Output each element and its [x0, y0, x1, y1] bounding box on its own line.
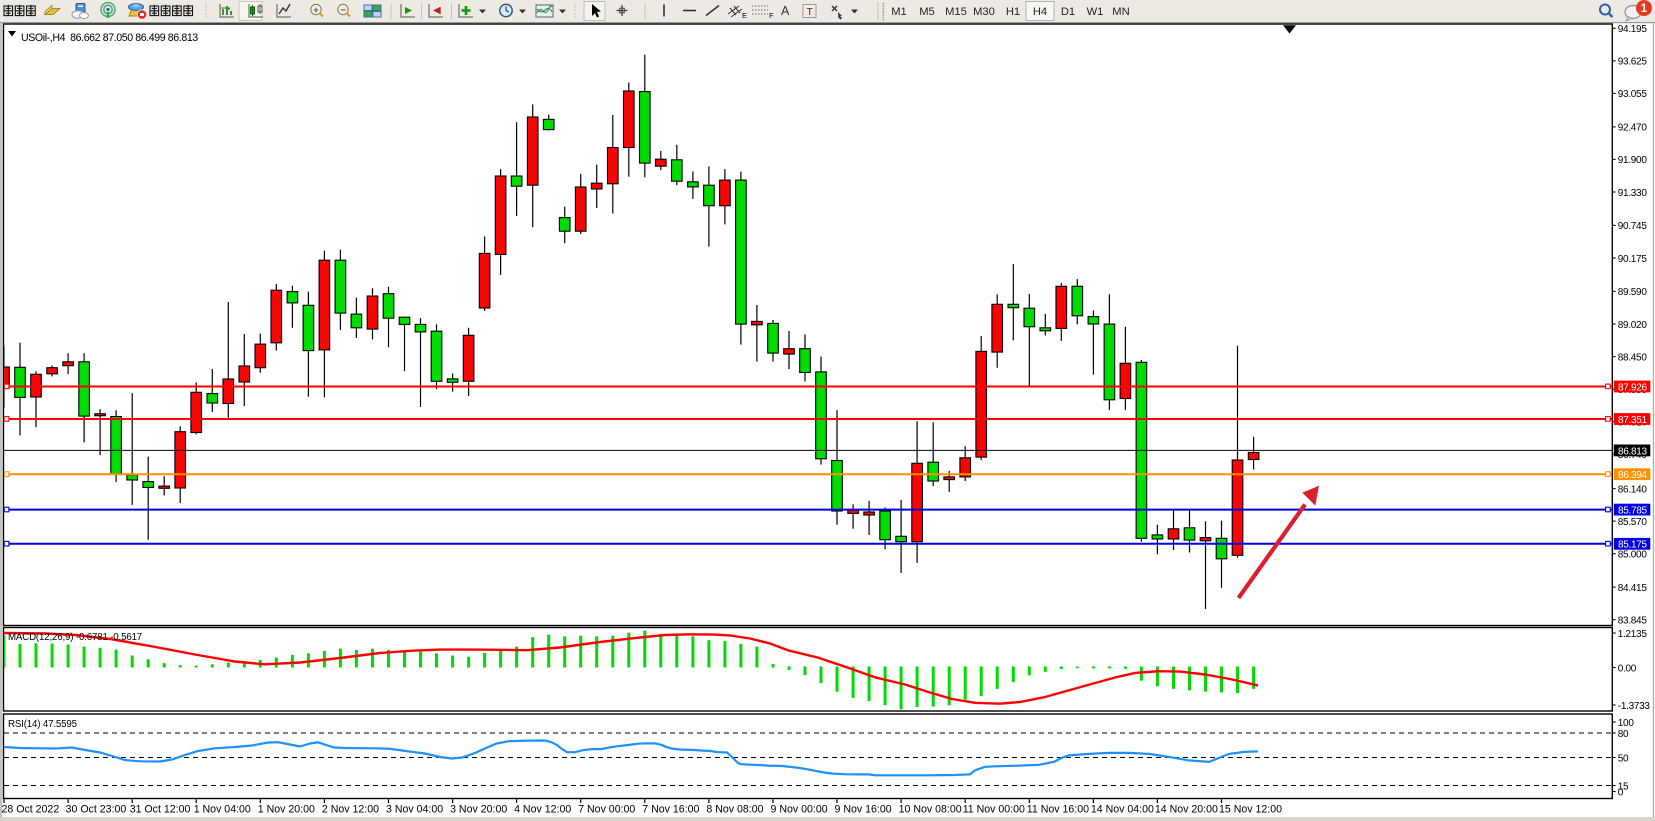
svg-text:7 Nov 16:00: 7 Nov 16:00 [642, 804, 699, 816]
svg-text:M1: M1 [891, 6, 907, 18]
svg-text:4 Nov 12:00: 4 Nov 12:00 [514, 804, 571, 816]
svg-text:D1: D1 [1061, 6, 1075, 18]
svg-text:1 Nov 20:00: 1 Nov 20:00 [258, 804, 315, 816]
svg-text:1 Nov 04:00: 1 Nov 04:00 [194, 804, 251, 816]
svg-text:F: F [769, 11, 774, 20]
svg-text:A: A [781, 4, 790, 18]
svg-text:50: 50 [1618, 753, 1629, 764]
svg-text:83.845: 83.845 [1618, 616, 1648, 627]
svg-text:90.175: 90.175 [1618, 254, 1648, 265]
svg-text:-1.3733: -1.3733 [1618, 701, 1651, 712]
svg-text:2 Nov 12:00: 2 Nov 12:00 [322, 804, 379, 816]
svg-text:7 Nov 00:00: 7 Nov 00:00 [578, 804, 635, 816]
svg-text:+: + [313, 5, 319, 16]
svg-text:94.195: 94.195 [1618, 24, 1648, 35]
svg-text:88.450: 88.450 [1618, 352, 1648, 363]
svg-text:H4: H4 [1033, 6, 1047, 18]
svg-text:0: 0 [1618, 787, 1624, 798]
svg-text:M5: M5 [919, 6, 935, 18]
svg-text:9 Nov 16:00: 9 Nov 16:00 [835, 804, 892, 816]
svg-text:28 Oct 2022: 28 Oct 2022 [2, 804, 60, 816]
svg-text:−: − [340, 5, 346, 16]
svg-text:93.055: 93.055 [1618, 89, 1648, 100]
svg-text:100: 100 [1618, 718, 1635, 729]
svg-text:8 Nov 08:00: 8 Nov 08:00 [706, 804, 763, 816]
svg-text:1.2135: 1.2135 [1618, 629, 1648, 640]
svg-text:85.175: 85.175 [1618, 540, 1648, 551]
svg-text:14 Nov 20:00: 14 Nov 20:00 [1155, 804, 1218, 816]
svg-text:92.470: 92.470 [1618, 123, 1648, 134]
svg-text:15: 15 [1618, 781, 1629, 792]
svg-text:87.351: 87.351 [1618, 415, 1648, 426]
svg-text:15 Nov 12:00: 15 Nov 12:00 [1219, 804, 1282, 816]
svg-text:86.140: 86.140 [1618, 484, 1648, 495]
svg-text:M15: M15 [945, 6, 967, 18]
svg-text:91.330: 91.330 [1618, 188, 1648, 199]
svg-text:0.00: 0.00 [1618, 663, 1637, 674]
svg-text:14 Nov 04:00: 14 Nov 04:00 [1091, 804, 1154, 816]
svg-text:11 Nov 00:00: 11 Nov 00:00 [963, 804, 1025, 816]
svg-text:85.570: 85.570 [1618, 517, 1648, 528]
svg-text:87.926: 87.926 [1618, 382, 1648, 393]
svg-text:M30: M30 [973, 6, 995, 18]
svg-text:USOil-,H4 86.662 87.050 86.49: USOil-,H4 86.662 87.050 86.499 86.813 [21, 32, 198, 44]
svg-text:86.813: 86.813 [1618, 446, 1648, 457]
svg-text:1: 1 [1641, 3, 1648, 15]
svg-text:10 Nov 08:00: 10 Nov 08:00 [899, 804, 962, 816]
svg-text:3 Nov 04:00: 3 Nov 04:00 [386, 804, 443, 816]
svg-text:T: T [807, 6, 814, 18]
svg-text:84.415: 84.415 [1618, 583, 1648, 594]
svg-text:86.394: 86.394 [1618, 470, 1648, 481]
svg-text:89.590: 89.590 [1618, 287, 1648, 298]
svg-text:85.000: 85.000 [1618, 550, 1648, 561]
svg-text:80: 80 [1618, 729, 1629, 740]
svg-text:W1: W1 [1087, 6, 1104, 18]
svg-text:11 Nov 16:00: 11 Nov 16:00 [1027, 804, 1089, 816]
svg-text:MACD(12,26,9) -0.6781 -0.5617: MACD(12,26,9) -0.6781 -0.5617 [8, 632, 142, 643]
svg-text:9 Nov 00:00: 9 Nov 00:00 [771, 804, 828, 816]
svg-text:89.020: 89.020 [1618, 320, 1648, 331]
svg-text:E: E [742, 11, 747, 20]
svg-text:93.625: 93.625 [1618, 57, 1648, 68]
svg-text:3 Nov 20:00: 3 Nov 20:00 [450, 804, 507, 816]
svg-text:85.785: 85.785 [1618, 506, 1648, 517]
svg-text:H1: H1 [1006, 6, 1020, 18]
svg-text:RSI(14) 47.5595: RSI(14) 47.5595 [8, 719, 77, 730]
svg-text:31 Oct 12:00: 31 Oct 12:00 [130, 804, 191, 816]
svg-text:91.900: 91.900 [1618, 155, 1648, 166]
svg-text:90.745: 90.745 [1618, 221, 1648, 232]
svg-text:30 Oct 23:00: 30 Oct 23:00 [66, 804, 127, 816]
svg-text:MN: MN [1112, 6, 1129, 18]
